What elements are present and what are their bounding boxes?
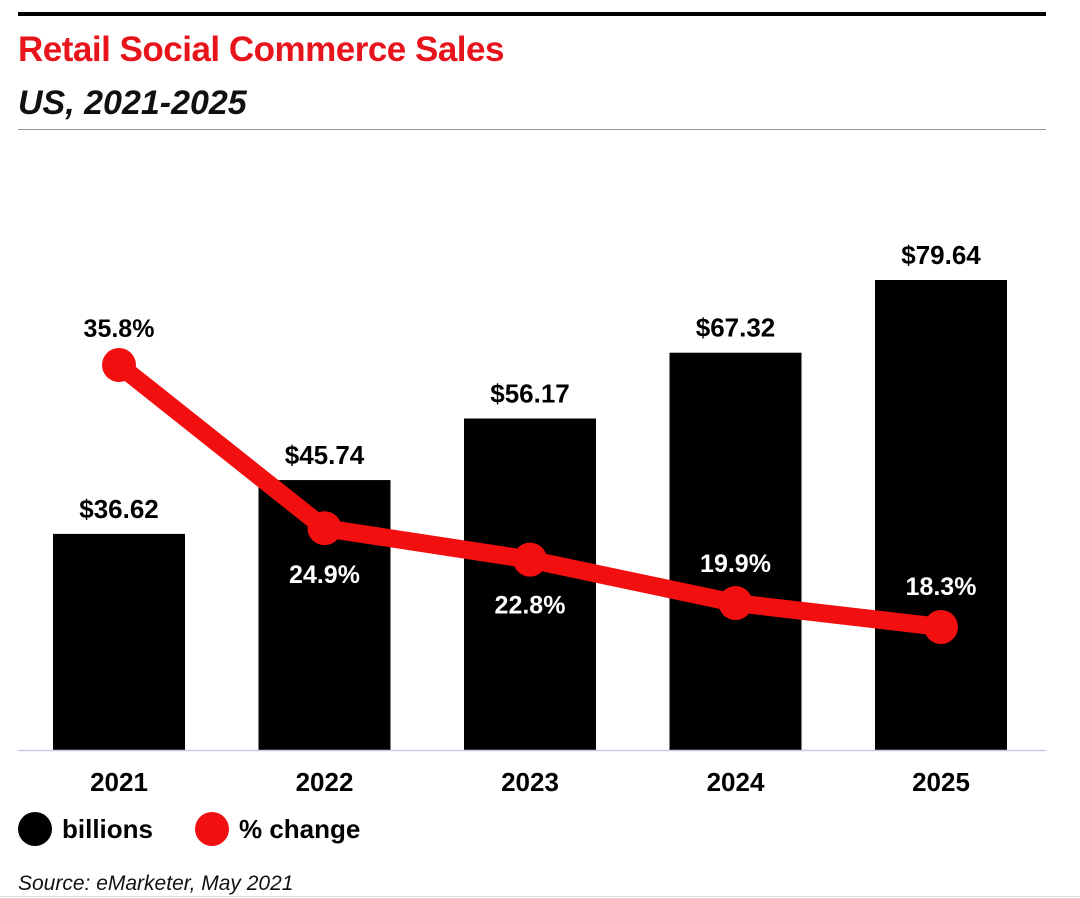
percent-label-2021: 35.8% bbox=[84, 315, 155, 343]
bar-value-label-2023: $56.17 bbox=[490, 379, 570, 409]
percent-change-point-2021 bbox=[102, 348, 136, 382]
legend-label-percent-change: % change bbox=[239, 813, 361, 844]
percent-label-2022: 24.9% bbox=[289, 561, 360, 589]
chart-subtitle: US, 2021-2025 bbox=[18, 84, 247, 122]
percent-label-2023: 22.8% bbox=[495, 592, 566, 620]
percent-change-point-2023 bbox=[513, 542, 547, 577]
subtitle-rule bbox=[18, 129, 1046, 130]
percent-change-point-2022 bbox=[307, 511, 342, 546]
legend: billions % change bbox=[18, 812, 402, 846]
x-tick-label-2024: 2024 bbox=[707, 767, 765, 797]
top-rule bbox=[18, 12, 1046, 16]
source-note: Source: eMarketer, May 2021 bbox=[18, 872, 294, 895]
legend-label-billions: billions bbox=[62, 813, 153, 844]
chart-title: Retail Social Commerce Sales bbox=[18, 30, 504, 69]
bar-value-label-2022: $45.74 bbox=[285, 440, 365, 470]
bar-2021 bbox=[53, 533, 185, 750]
percent-change-point-2024 bbox=[718, 586, 753, 621]
chart: $36.62 $45.74 $56.17 $67.32 $79.64 35.8% 24.9%… bbox=[18, 240, 1046, 797]
x-tick-label-2022: 2022 bbox=[296, 767, 354, 797]
legend-item-percent-change: % change bbox=[195, 812, 360, 846]
x-tick-label-2023: 2023 bbox=[501, 767, 559, 797]
bar-value-label-2024: $67.32 bbox=[696, 313, 776, 343]
bar-2023 bbox=[464, 418, 596, 750]
x-tick-label-2021: 2021 bbox=[90, 767, 148, 797]
bar-2024 bbox=[669, 352, 802, 750]
bottom-rule bbox=[0, 896, 1080, 897]
legend-swatch-billions bbox=[18, 812, 52, 846]
legend-swatch-percent-change bbox=[195, 812, 229, 846]
bar-value-label-2025: $79.64 bbox=[901, 240, 981, 270]
legend-item-billions: billions bbox=[18, 812, 153, 846]
bar-2025 bbox=[875, 280, 1007, 750]
x-tick-label-2025: 2025 bbox=[912, 767, 970, 797]
bar-value-label-2021: $36.62 bbox=[79, 494, 159, 524]
percent-change-point-2025 bbox=[924, 610, 958, 644]
percent-label-2025: 18.3% bbox=[906, 573, 977, 601]
percent-label-2024: 19.9% bbox=[700, 550, 771, 578]
